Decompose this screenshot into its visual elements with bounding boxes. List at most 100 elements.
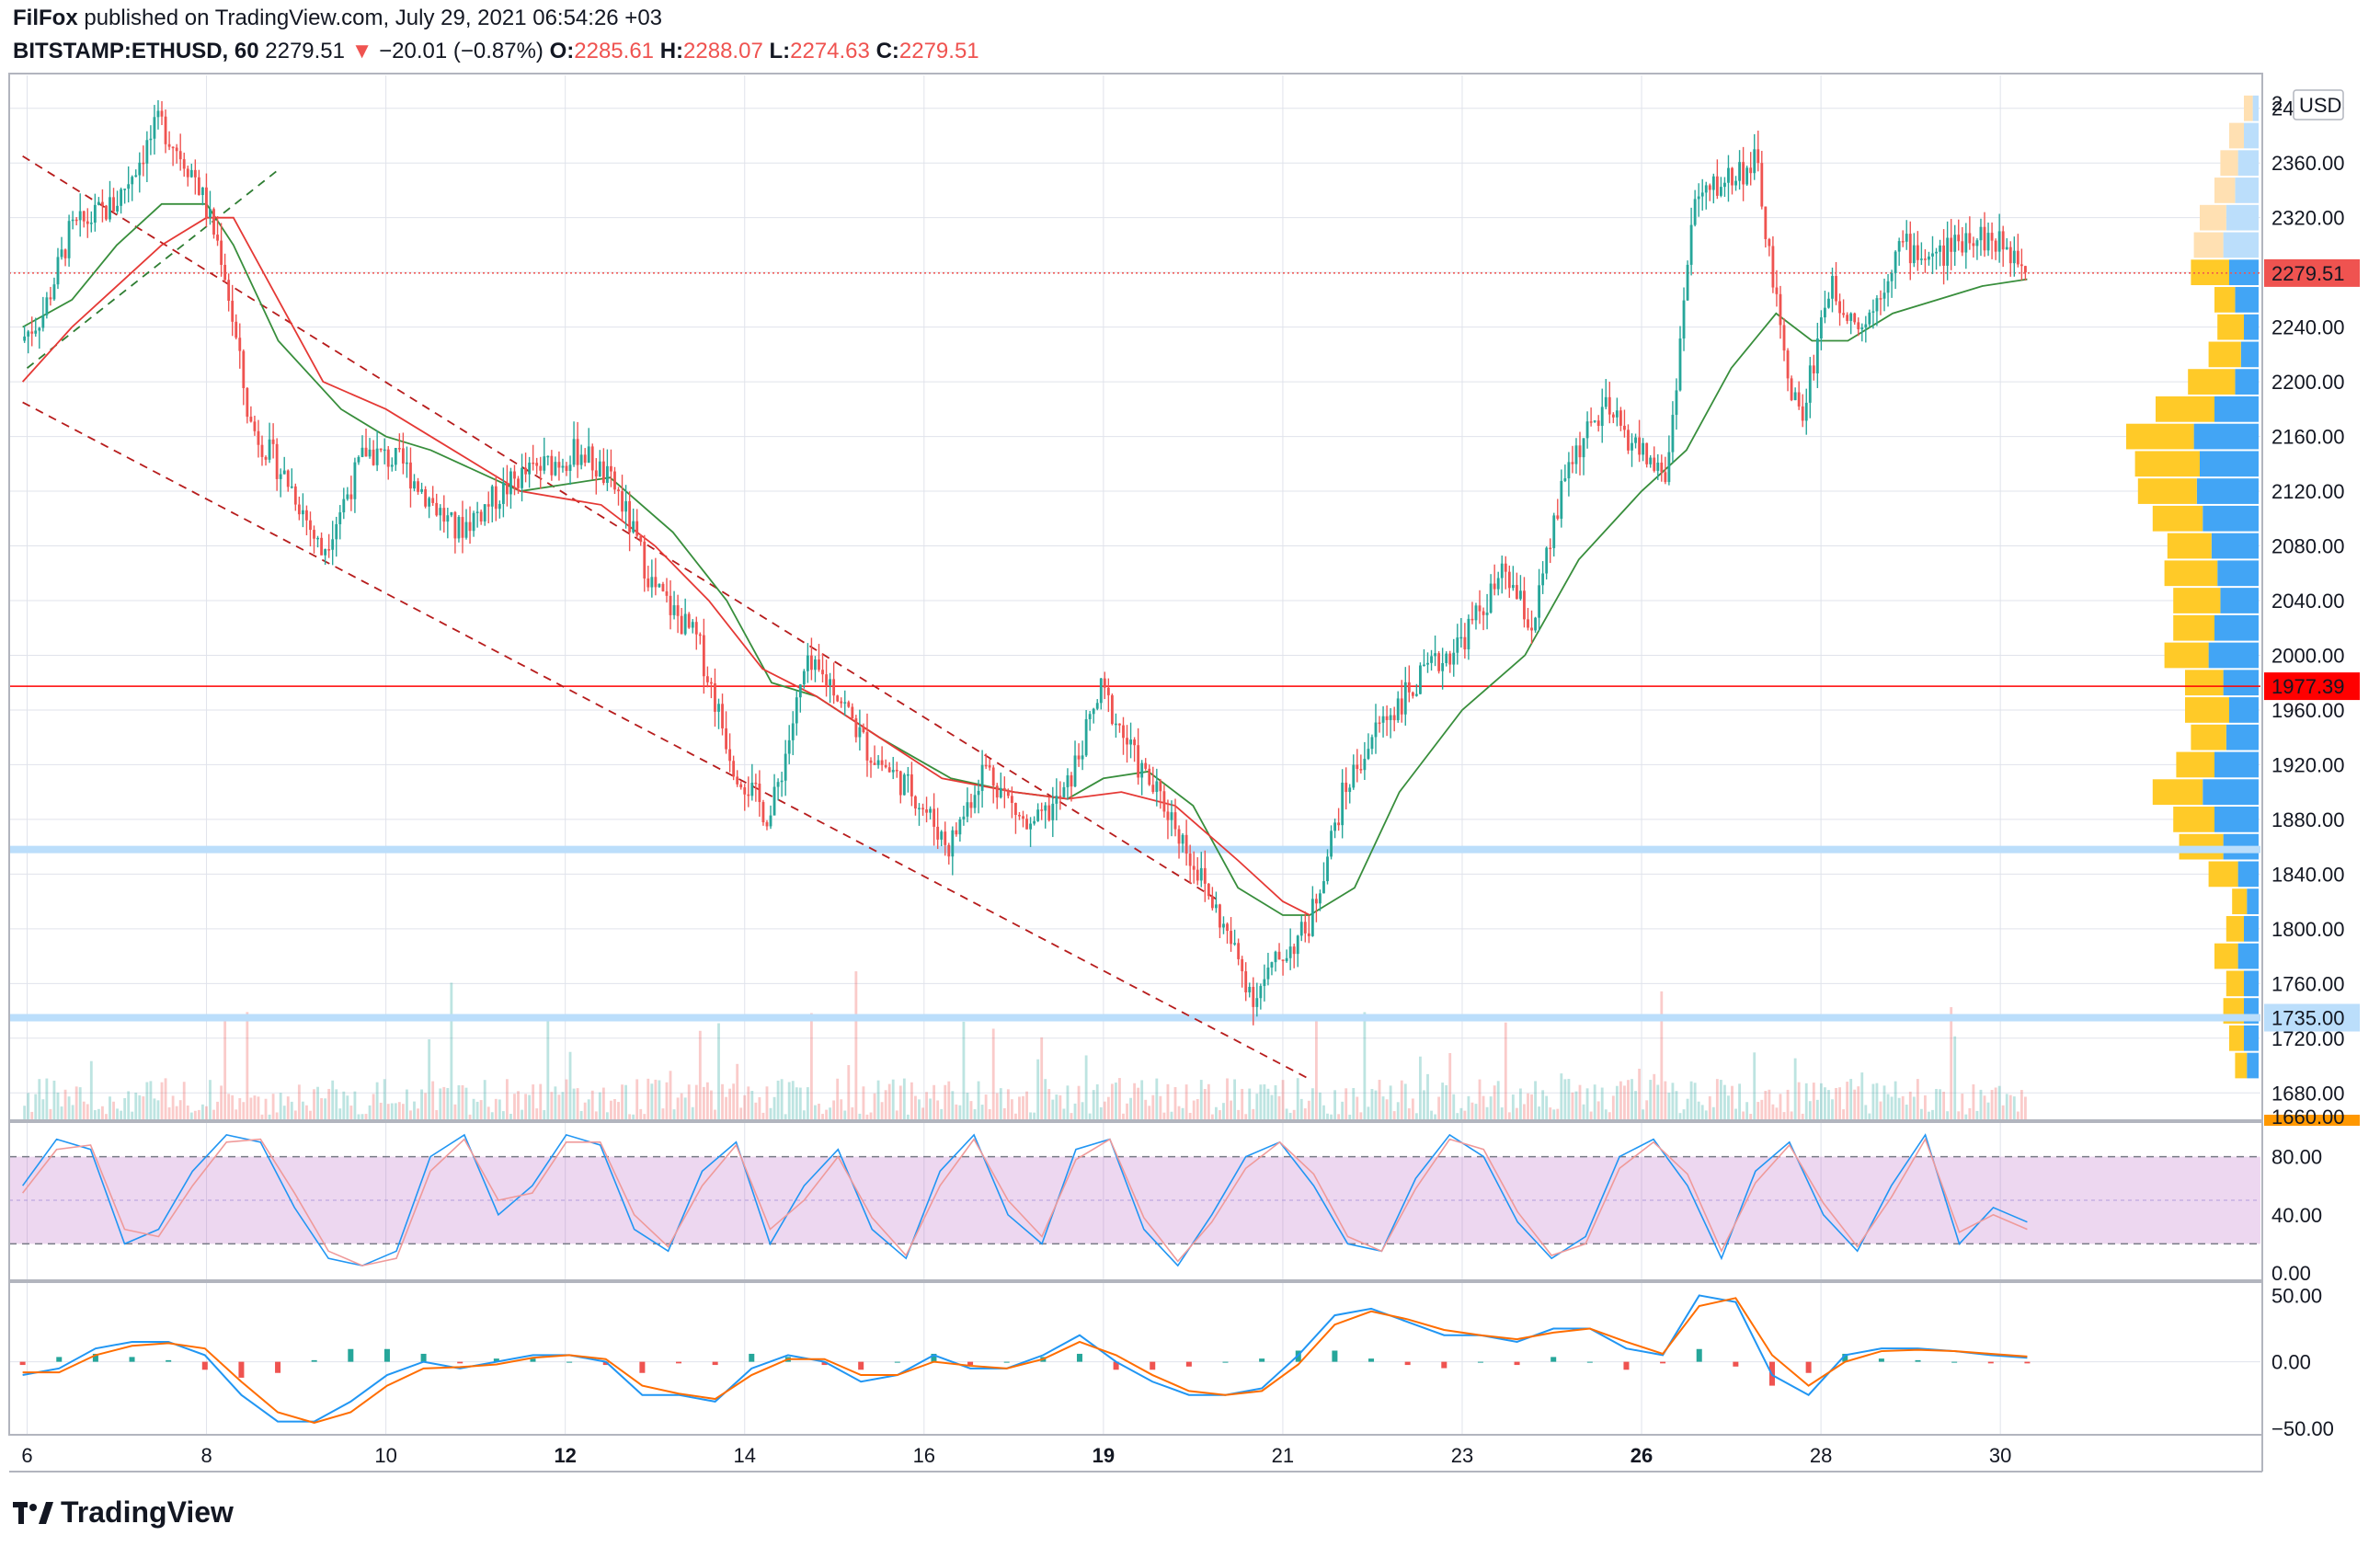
candle-body bbox=[721, 704, 724, 728]
candle-body bbox=[1961, 241, 1964, 253]
candle-body bbox=[1122, 725, 1125, 739]
volume-bar bbox=[1775, 1107, 1779, 1120]
vp-bar-sell bbox=[2235, 369, 2259, 395]
candle-body bbox=[342, 498, 346, 513]
vp-bar-buy bbox=[2235, 1052, 2248, 1079]
volume-bar bbox=[1084, 1055, 1088, 1120]
volume-bar bbox=[910, 1082, 913, 1120]
time-tick-label: 30 bbox=[1989, 1444, 2011, 1467]
volume-bar bbox=[561, 1092, 565, 1120]
candle-body bbox=[1578, 445, 1582, 458]
volume-bar bbox=[1846, 1082, 1849, 1120]
macd-histogram-bar bbox=[1259, 1358, 1265, 1362]
candle-body bbox=[517, 478, 520, 488]
candle-body bbox=[1574, 445, 1578, 464]
volume-bar bbox=[309, 1110, 312, 1120]
volume-bar bbox=[249, 1097, 253, 1120]
volume-bar bbox=[1411, 1098, 1414, 1120]
vp-bar-sell bbox=[2244, 915, 2259, 942]
candle-body bbox=[1106, 687, 1110, 695]
candle-body bbox=[1396, 698, 1400, 721]
volume-bar bbox=[1986, 1102, 1990, 1120]
volume-bar bbox=[884, 1090, 887, 1120]
volume-bar bbox=[590, 1090, 594, 1120]
candle-body bbox=[635, 521, 639, 536]
candle-body bbox=[368, 449, 372, 457]
volume-bar bbox=[1905, 1104, 1908, 1120]
volume-bar bbox=[1638, 1068, 1642, 1120]
candle-body bbox=[1356, 764, 1359, 770]
volume-bar bbox=[383, 1079, 386, 1120]
chart-header: FilFox published on TradingView.com, Jul… bbox=[0, 0, 2380, 70]
candle-body bbox=[1070, 775, 1073, 787]
vp-bar-buy bbox=[2137, 478, 2197, 504]
candle-body bbox=[1853, 313, 1857, 323]
volume-bar bbox=[1055, 1094, 1058, 1120]
macd-histogram-bar bbox=[1222, 1361, 1229, 1363]
candle-body bbox=[1916, 245, 1919, 260]
candle-body bbox=[565, 465, 568, 471]
volume-bar bbox=[1081, 1102, 1084, 1120]
candle-body bbox=[918, 808, 921, 809]
volume-bar bbox=[1901, 1095, 1905, 1120]
volume-bar bbox=[1482, 1095, 1485, 1120]
volume-bar bbox=[1219, 1110, 1221, 1120]
volume-bar bbox=[406, 1089, 408, 1120]
candle-body bbox=[1018, 815, 1021, 817]
time-tick-label: 14 bbox=[734, 1444, 756, 1467]
high-label: H: bbox=[659, 39, 684, 63]
symbol-label[interactable]: BITSTAMP:ETHUSD, 60 bbox=[13, 39, 259, 63]
vp-bar-buy bbox=[2244, 95, 2253, 121]
price-tick-label: 1760.00 bbox=[2271, 972, 2345, 995]
candle-body bbox=[63, 249, 67, 258]
candle-body bbox=[1901, 241, 1905, 243]
candle-body bbox=[865, 732, 869, 761]
volume-bar bbox=[1939, 1089, 1941, 1120]
candle-body bbox=[617, 489, 620, 492]
candle-body bbox=[513, 471, 516, 479]
volume-bar bbox=[1047, 1089, 1051, 1120]
time-tick-label: 28 bbox=[1810, 1444, 1832, 1467]
candle-body bbox=[1864, 324, 1868, 328]
macd-histogram-bar bbox=[1623, 1361, 1630, 1370]
vp-bar-buy bbox=[2226, 915, 2244, 942]
volume-bar bbox=[2016, 1111, 2020, 1120]
vp-bar-buy bbox=[2193, 232, 2224, 258]
volume-bar bbox=[1022, 1095, 1024, 1120]
volume-bar bbox=[1333, 1090, 1336, 1120]
candle-body bbox=[832, 679, 836, 696]
candle-body bbox=[1025, 819, 1028, 830]
candle-body bbox=[167, 143, 171, 147]
candle-body bbox=[153, 117, 156, 139]
candle-body bbox=[1196, 869, 1199, 881]
candle-body bbox=[1827, 298, 1830, 308]
volume-bar bbox=[1968, 1107, 1972, 1120]
candle-body bbox=[316, 537, 319, 540]
candle-body bbox=[1095, 703, 1099, 709]
candle-body bbox=[1946, 237, 1950, 266]
candle-body bbox=[1611, 414, 1615, 418]
volume-bar bbox=[86, 1104, 89, 1120]
candle-body bbox=[694, 622, 698, 635]
candle-body bbox=[1897, 241, 1901, 252]
volume-bar bbox=[862, 1086, 865, 1120]
vp-bar-sell bbox=[2247, 1052, 2259, 1079]
candle-body bbox=[1073, 755, 1077, 787]
volume-bar bbox=[1110, 1083, 1114, 1120]
volume-bar bbox=[1122, 1113, 1125, 1120]
candle-body bbox=[1634, 437, 1637, 443]
candle-body bbox=[45, 297, 49, 315]
candle-body bbox=[74, 219, 78, 222]
tradingview-footer[interactable]: TradingView bbox=[13, 1495, 234, 1530]
volume-bar bbox=[1538, 1106, 1541, 1120]
candle-body bbox=[112, 197, 115, 212]
volume-bar bbox=[513, 1094, 516, 1120]
publisher-name[interactable]: FilFox bbox=[13, 6, 78, 30]
candle-body bbox=[1423, 664, 1425, 667]
volume-bar bbox=[324, 1098, 327, 1120]
candle-body bbox=[1760, 163, 1764, 207]
volume-bar bbox=[795, 1087, 798, 1120]
volume-bar bbox=[646, 1078, 650, 1120]
volume-bar bbox=[97, 1108, 100, 1120]
